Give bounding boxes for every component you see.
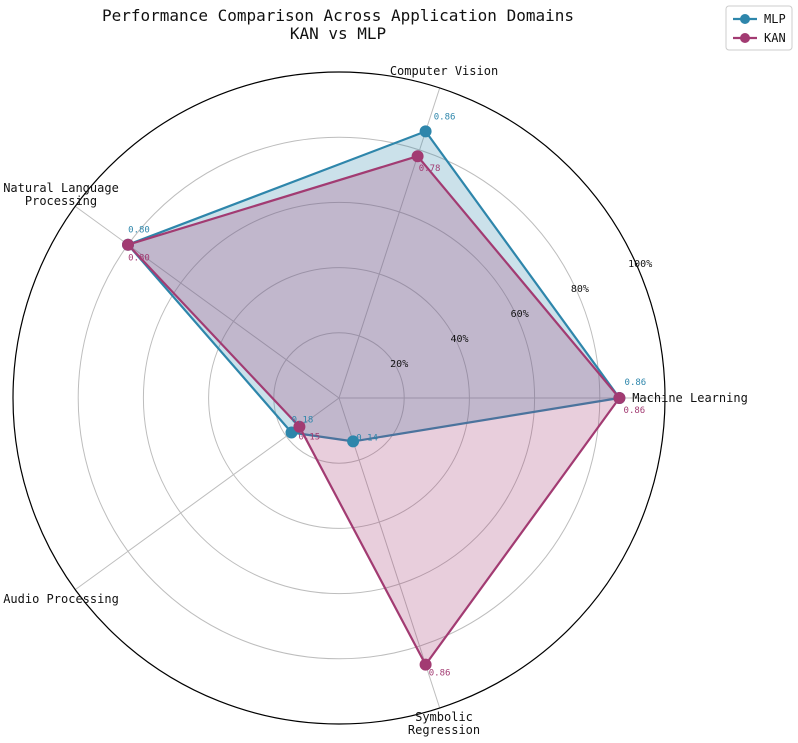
marker-kan-3 [293,420,306,433]
category-label-1: Computer Vision [390,64,498,78]
series-line-kan [126,155,621,666]
radial-tick-label-1: 40% [450,334,468,345]
radial-tick-label-3: 80% [571,284,589,295]
chart-subtitle: KAN vs MLP [290,24,386,43]
category-label-4-line-1: Regression [408,723,480,737]
category-label-0: Machine Learning [632,391,748,405]
marker-kan-2 [122,238,134,251]
radial-tick-label-4: 100% [628,259,652,270]
grid-ring-3 [77,136,601,660]
series-line-mlp [126,130,621,443]
series-fill-kan [128,156,620,665]
grid-ring-1 [208,267,470,529]
value-label-mlp-1: 0.86 [434,112,456,122]
value-label-kan-2: 0.80 [128,254,150,264]
marker-kan-1 [411,150,424,163]
chart-title: Performance Comparison Across Applicatio… [102,6,574,25]
legend-label-kan: KAN [764,31,786,45]
series-fill-mlp [128,131,620,442]
outer-ring [12,71,666,725]
radar-labels: 20% 40% 60% 80% 100% Machine Learning Computer… [3,64,748,737]
spoke-line-1 [338,87,441,399]
radial-tick-label-2: 60% [511,309,529,320]
value-label-kan-0: 0.86 [624,406,646,416]
category-label-2-line-1: Processing [25,194,97,208]
radial-tick-label-0: 20% [390,359,408,370]
marker-kan-0 [613,392,626,404]
marker-kan-4 [419,658,432,671]
legend-marker-kan [740,33,750,43]
legend-label-mlp: MLP [764,12,786,26]
legend-marker-mlp [740,14,750,24]
category-label-4-line-0: Symbolic [415,710,473,724]
category-label-2-line-0: Natural Language [3,181,119,195]
value-label-kan-4: 0.86 [429,669,451,679]
grid-ring-2 [142,201,536,595]
chart-legend: MLP KAN [725,5,793,51]
radar-series [122,125,626,671]
category-label-3: Audio Processing [3,592,119,606]
value-label-mlp-4: 0.14 [356,433,378,443]
value-label-mlp-2: 0.80 [128,226,150,236]
value-label-mlp-0: 0.86 [625,378,647,388]
marker-mlp-1 [419,125,432,138]
spoke-line-2 [75,205,340,399]
value-label-kan-1: 0.78 [419,164,441,174]
value-label-kan-3: 0.15 [299,433,321,443]
value-label-mlp-3: 0.18 [292,416,314,426]
spoke-line-4 [338,397,441,709]
marker-mlp-4 [347,435,360,448]
